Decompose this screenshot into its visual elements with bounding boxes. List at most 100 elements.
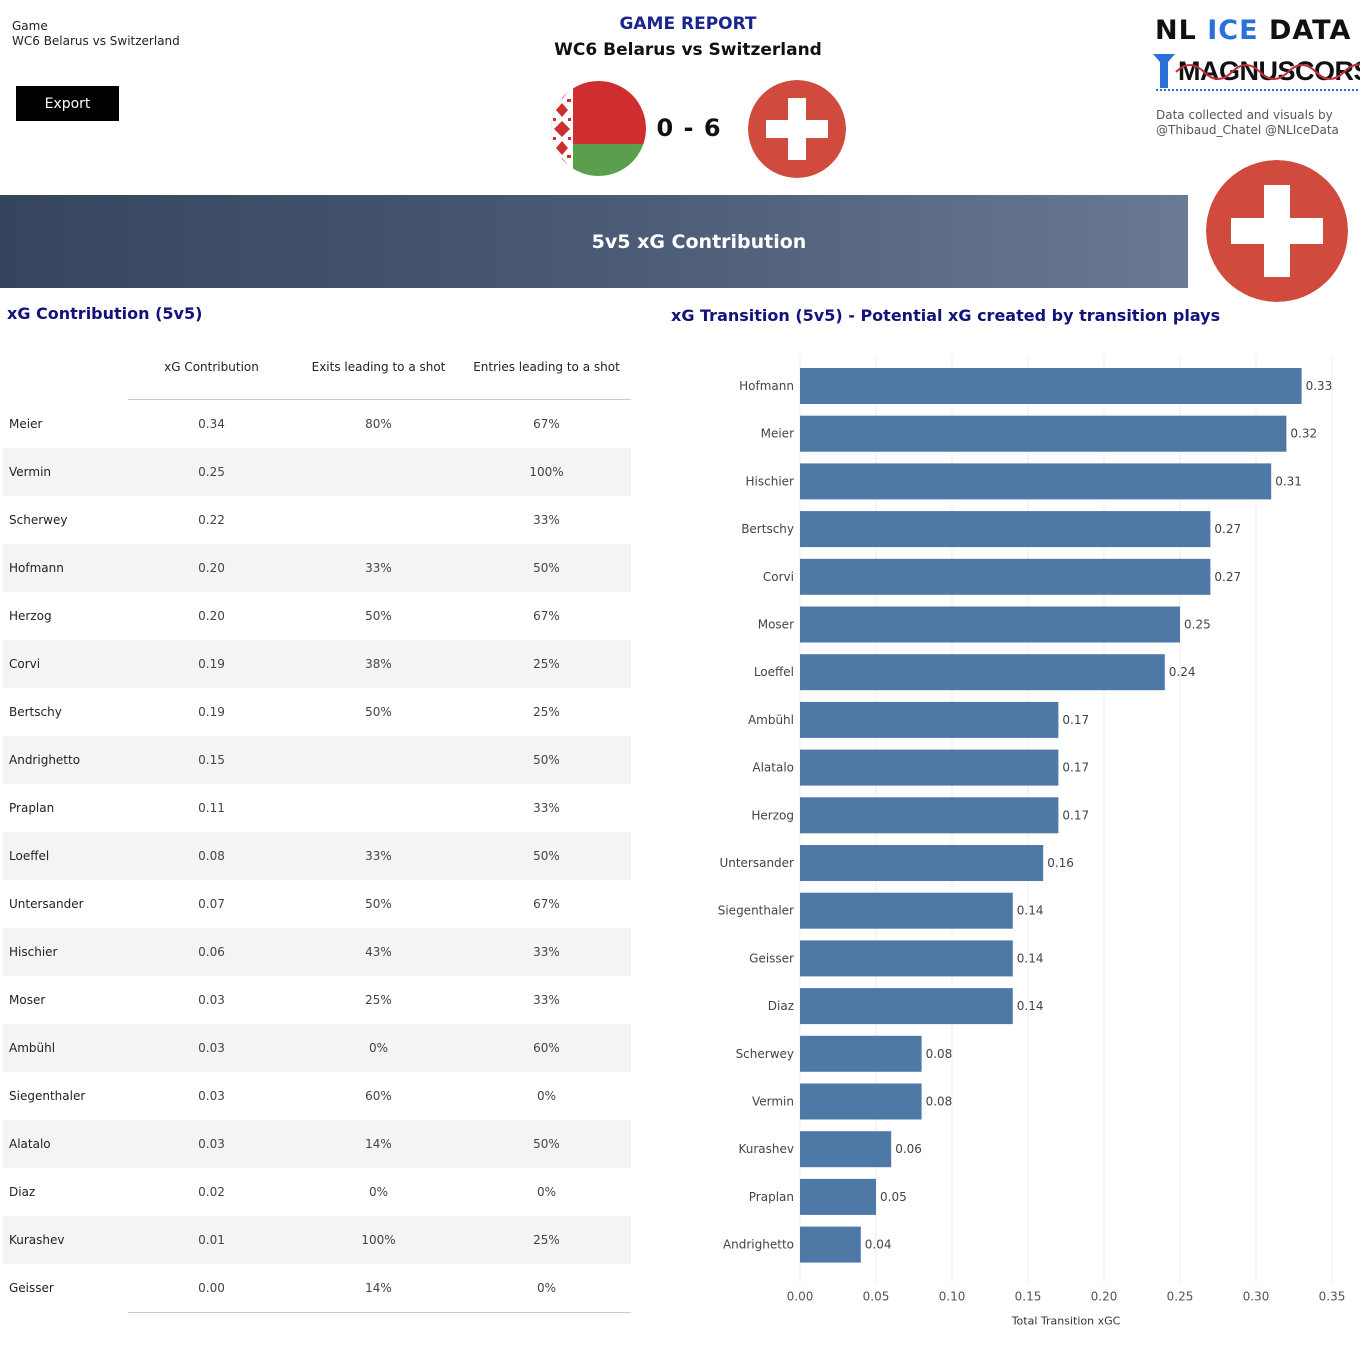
column-header-xg-contribution[interactable]: xG Contribution [164, 360, 259, 374]
table-row[interactable]: Meier 0.34 80% 67% [3, 400, 631, 448]
table-row[interactable]: Herzog 0.20 50% 67% [3, 592, 631, 640]
table-row[interactable]: Praplan 0.11 33% [3, 784, 631, 832]
credits: Data collected and visuals by @Thibaud_C… [1156, 108, 1339, 138]
category-label: Untersander [719, 856, 794, 870]
exits-cell: 50% [365, 609, 392, 623]
category-label: Herzog [751, 808, 794, 822]
entries-cell: 0% [536, 1185, 557, 1199]
bar [800, 654, 1165, 691]
xg-contribution-cell: 0.01 [198, 1233, 225, 1247]
table-row[interactable]: Diaz 0.02 0% 0% [3, 1168, 631, 1216]
bar [800, 1131, 892, 1168]
report-subtitle: WC6 Belarus vs Switzerland [554, 40, 822, 60]
category-label: Geisser [749, 951, 794, 965]
table-row[interactable]: Kurashev 0.01 100% 25% [3, 1216, 631, 1264]
entries-cell: 33% [533, 945, 560, 959]
category-label: Andrighetto [723, 1238, 794, 1252]
exits-cell: 14% [365, 1137, 392, 1151]
bar [800, 1035, 922, 1072]
data-label: 0.33 [1306, 379, 1333, 393]
table-row[interactable]: Loeffel 0.08 33% 50% [3, 832, 631, 880]
data-label: 0.17 [1062, 808, 1089, 822]
xg-contribution-cell: 0.19 [198, 657, 225, 671]
entries-cell: 50% [533, 1137, 560, 1151]
game-filter-value[interactable]: WC6 Belarus vs Switzerland [12, 34, 180, 48]
player-name-cell: Hofmann [9, 561, 64, 575]
x-tick-label: 0.00 [787, 1289, 814, 1303]
player-name-cell: Herzog [9, 609, 52, 623]
game-filter-label: Game [12, 19, 48, 33]
category-label: Siegenthaler [718, 904, 794, 918]
bar [800, 749, 1059, 786]
table-row[interactable]: Bertschy 0.19 50% 25% [3, 688, 631, 736]
credits-line-1: Data collected and visuals by [1156, 108, 1333, 122]
table-row[interactable]: Corvi 0.19 38% 25% [3, 640, 631, 688]
report-title: GAME REPORT [619, 14, 757, 34]
bar [800, 988, 1013, 1025]
category-label: Meier [761, 427, 794, 441]
xg-contribution-cell: 0.15 [198, 753, 225, 767]
switzerland-flag-icon [748, 80, 846, 178]
table-row[interactable]: Siegenthaler 0.03 60% 0% [3, 1072, 631, 1120]
column-header-entries[interactable]: Entries leading to a shot [473, 360, 620, 374]
magnuscorsi-logo: MAGNUSCORSI [1150, 46, 1360, 92]
player-name-cell: Untersander [9, 897, 84, 911]
table-row[interactable]: Moser 0.03 25% 33% [3, 976, 631, 1024]
x-tick-label: 0.10 [939, 1289, 966, 1303]
category-label: Diaz [768, 999, 794, 1013]
category-label: Loeffel [754, 665, 794, 679]
data-label: 0.31 [1275, 474, 1302, 488]
column-header-exits[interactable]: Exits leading to a shot [311, 360, 446, 374]
data-label: 0.16 [1047, 856, 1074, 870]
x-tick-label: 0.35 [1319, 1289, 1346, 1303]
bar [800, 892, 1013, 929]
player-name-cell: Moser [9, 993, 46, 1007]
switzerland-flag-large-icon [1206, 160, 1348, 302]
category-label: Moser [758, 618, 794, 632]
data-label: 0.25 [1184, 618, 1211, 632]
xg-transition-chart-svg: Hofmann 0.33 Meier 0.32 Hischier 0.31 Bertschy… [718, 355, 1346, 1327]
logo-text-data: DATA [1268, 15, 1352, 46]
table-row[interactable]: Untersander 0.07 50% 67% [3, 880, 631, 928]
xg-contribution-cell: 0.20 [198, 561, 225, 575]
player-name-cell: Andrighetto [9, 753, 81, 767]
x-tick-label: 0.20 [1091, 1289, 1118, 1303]
bar [800, 558, 1211, 595]
bar [800, 797, 1059, 834]
xg-transition-title: xG Transition (5v5) - Potential xG creat… [671, 306, 1221, 325]
table-row[interactable]: Geisser 0.00 14% 0% [3, 1264, 631, 1312]
table-row[interactable]: Alatalo 0.03 14% 50% [3, 1120, 631, 1168]
table-row[interactable]: Andrighetto 0.15 50% [3, 736, 631, 784]
entries-cell: 33% [533, 993, 560, 1007]
table-row[interactable]: Ambühl 0.03 0% 60% [3, 1024, 631, 1072]
xg-contribution-cell: 0.22 [198, 513, 225, 527]
table-body: Meier 0.34 80% 67% Vermin 0.25 100% Scherwey 0.2… [3, 400, 631, 1312]
bar [800, 511, 1211, 548]
category-label: Kurashev [738, 1142, 794, 1156]
xg-contribution-cell: 0.00 [198, 1281, 225, 1295]
player-name-cell: Bertschy [9, 705, 62, 719]
export-button[interactable]: Export [16, 86, 119, 121]
table-row[interactable]: Scherwey 0.22 33% [3, 496, 631, 544]
xg-contribution-cell: 0.03 [198, 993, 225, 1007]
bar [800, 606, 1180, 643]
x-tick-label: 0.30 [1243, 1289, 1270, 1303]
bar [800, 368, 1302, 404]
table-row[interactable]: Hischier 0.06 43% 33% [3, 928, 631, 976]
category-label: Vermin [752, 1095, 794, 1109]
table-row[interactable]: Vermin 0.25 100% [3, 448, 631, 496]
game-filter[interactable]: Game WC6 Belarus vs Switzerland [12, 19, 180, 49]
table-footer-line [128, 1312, 631, 1313]
data-label: 0.14 [1017, 999, 1044, 1013]
player-name-cell: Ambühl [9, 1041, 56, 1055]
belarus-flag-icon [551, 81, 646, 176]
category-label: Hofmann [739, 379, 794, 393]
credits-line-2: @Thibaud_Chatel @NLIceData [1156, 123, 1339, 137]
table-row[interactable]: Hofmann 0.20 33% 50% [3, 544, 631, 592]
exits-cell: 14% [365, 1281, 392, 1295]
xg-transition-chart: Hofmann 0.33 Meier 0.32 Hischier 0.31 Bertschy… [700, 355, 1365, 1327]
exits-cell: 0% [368, 1041, 389, 1055]
player-name-cell: Loeffel [9, 849, 50, 863]
xg-contribution-cell: 0.19 [198, 705, 225, 719]
category-label: Corvi [763, 570, 794, 584]
